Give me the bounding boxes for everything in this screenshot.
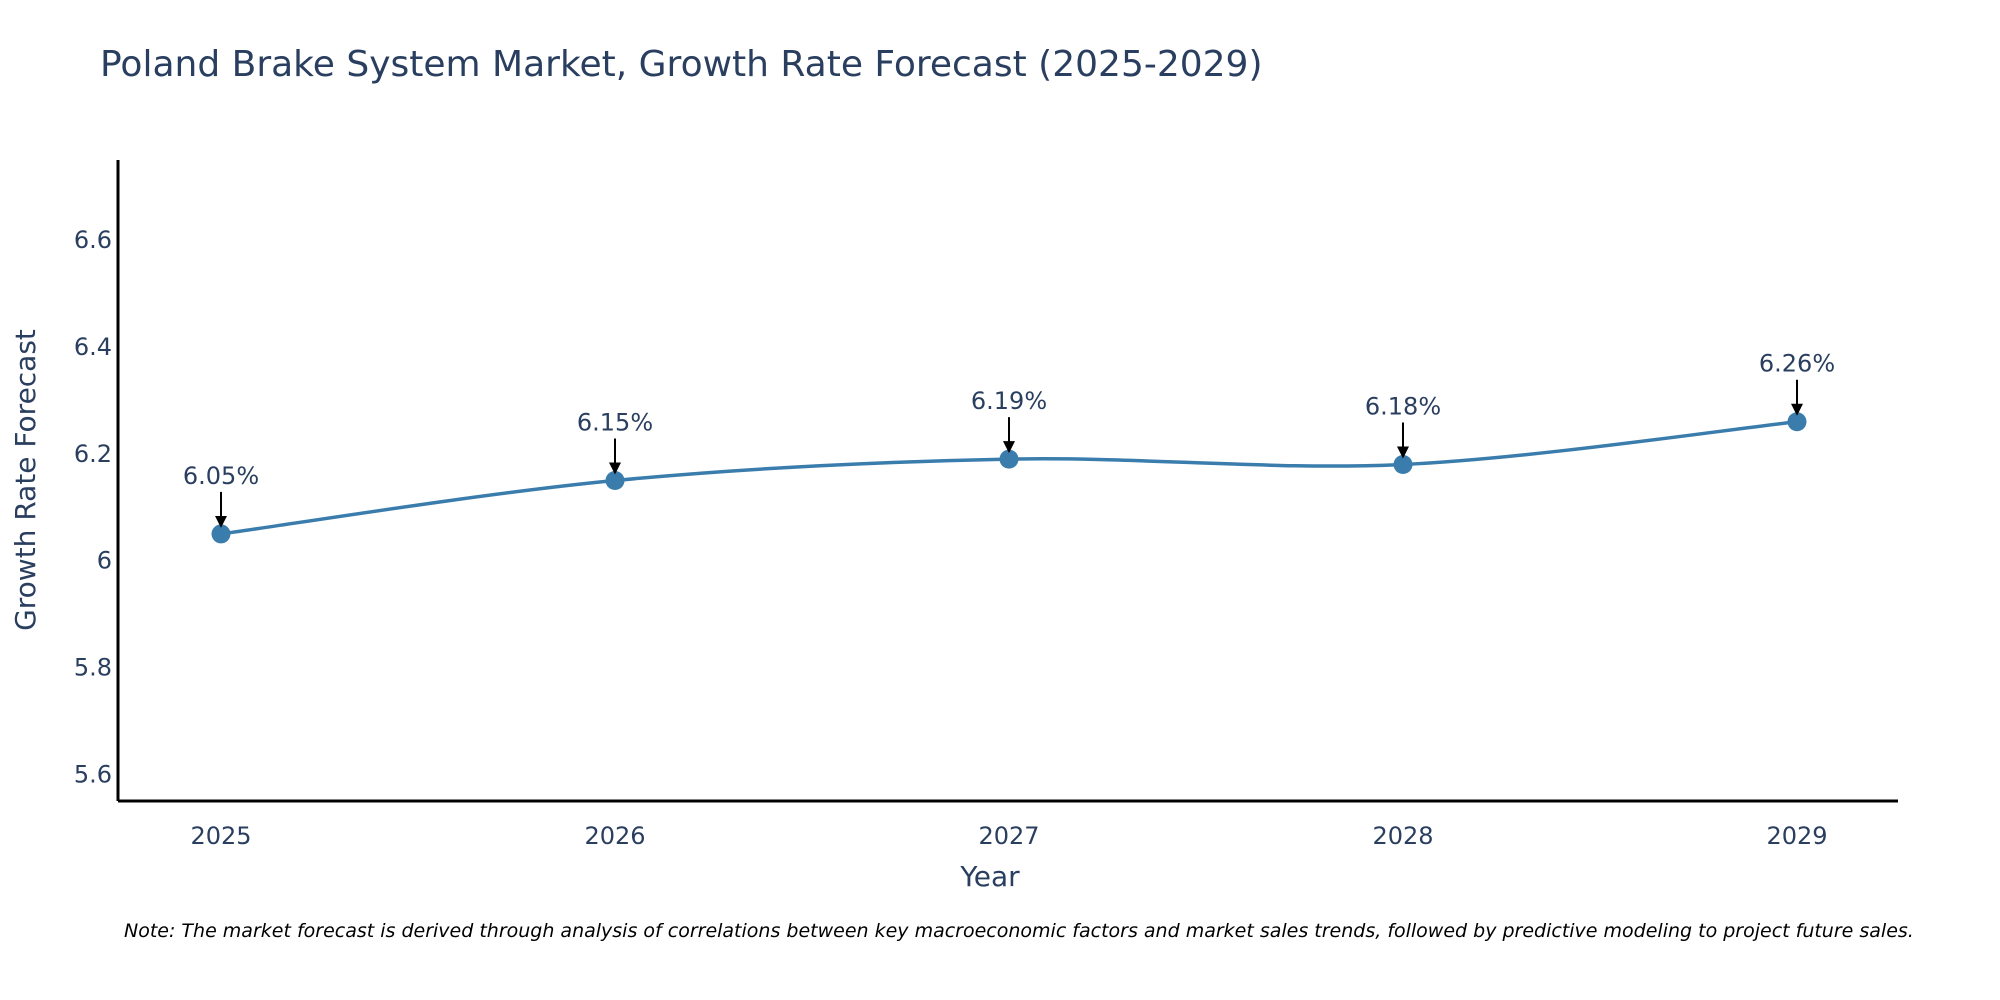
y-tick-label: 6.6 [74, 226, 112, 254]
x-tick-label: 2027 [978, 822, 1039, 850]
chart-title: Poland Brake System Market, Growth Rate … [100, 44, 1263, 85]
series-layer [211, 412, 1807, 544]
x-tick-label: 2026 [584, 822, 645, 850]
axes: 5.6 5.8 6 6.2 6.4 6.6 2025 2026 2027 2028 2029 Year… [9, 160, 1898, 893]
x-tick-label: 2029 [1766, 822, 1827, 850]
data-point [211, 524, 231, 544]
y-tick-label: 5.8 [74, 653, 112, 681]
y-tick-label: 6.2 [74, 440, 112, 468]
x-axis-title: Year [959, 860, 1020, 893]
y-tick-label: 5.6 [74, 760, 112, 788]
data-label: 6.18% [1365, 392, 1441, 420]
data-label: 6.05% [183, 462, 259, 490]
data-point [605, 471, 625, 490]
footnote: Note: The market forecast is derived thr… [124, 920, 1914, 942]
y-axis-title: Growth Rate Forecast [9, 329, 42, 631]
x-tick-label: 2025 [190, 822, 251, 850]
y-tick-label: 6.4 [74, 333, 112, 361]
data-label: 6.15% [577, 409, 653, 437]
data-label: 6.19% [971, 387, 1047, 415]
data-point [1787, 412, 1807, 432]
y-tick-label: 6 [97, 547, 112, 575]
x-tick-label: 2028 [1372, 822, 1433, 850]
data-point [999, 449, 1019, 469]
data-label: 6.26% [1759, 350, 1835, 378]
annotations: 6.05% 6.15% 6.19% 6.18% 6.26% [183, 350, 1835, 528]
data-point [1393, 454, 1413, 474]
